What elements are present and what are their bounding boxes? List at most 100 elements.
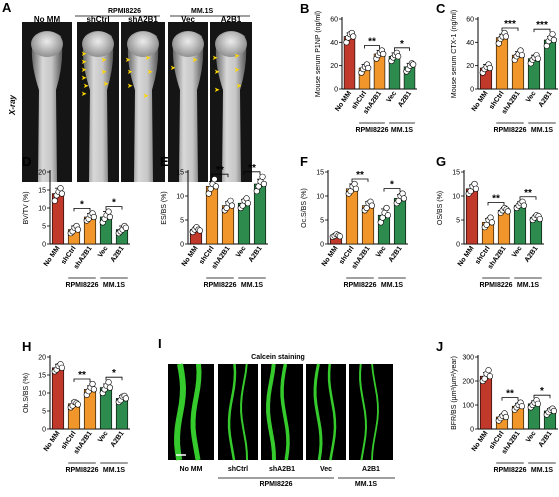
data-point: [58, 364, 66, 371]
y-axis-label: OS/BS (%): [437, 191, 444, 225]
group-label: MM.1S: [517, 282, 540, 289]
xray-tile: [22, 22, 72, 182]
group-label: MM.1S: [241, 282, 264, 289]
panel-letter: F: [300, 154, 308, 169]
y-tick-label: 0: [470, 87, 474, 94]
significance-bracket: [105, 376, 123, 381]
panel-letter: C: [436, 1, 446, 16]
y-tick-label: 60: [466, 17, 474, 24]
arrow-icon: ➤: [81, 59, 87, 66]
xray-category-label: shA2B1: [128, 15, 158, 24]
calcein-tile: shA2B1: [261, 363, 303, 473]
arrow-icon: ➤: [125, 57, 131, 64]
group-label: RPMI8226: [65, 282, 98, 289]
category-label: A2B1: [524, 245, 540, 264]
calcein-label-line: [359, 363, 368, 461]
data-point: [211, 176, 218, 183]
significance-bracket: [364, 45, 380, 49]
calcein-label-line: [266, 363, 276, 461]
category-label: Vec: [385, 90, 398, 104]
data-point: [90, 213, 98, 221]
arrow-icon: ➤: [81, 91, 87, 98]
calcein-category-label: Vec: [320, 466, 332, 473]
y-tick-label: 20: [38, 355, 46, 362]
data-point: [74, 401, 82, 408]
significance-label: **: [356, 170, 364, 181]
significance-label: **: [248, 163, 256, 174]
xray-category-label: A2B1: [221, 15, 242, 24]
data-point: [485, 367, 492, 374]
data-point: [51, 197, 58, 204]
data-point: [260, 180, 268, 188]
data-point: [383, 204, 390, 212]
data-point: [106, 213, 114, 221]
arrow-icon: ➤: [127, 83, 133, 90]
group-label: RPMI8226: [65, 467, 98, 474]
y-tick-label: 20: [38, 170, 46, 177]
data-point: [488, 219, 496, 226]
data-point: [502, 413, 510, 421]
y-tick-label: 10: [452, 194, 460, 201]
significance-bracket: [533, 28, 551, 33]
calcein-group-rpmi: RPMI8226: [259, 481, 292, 488]
y-axis-label: BV/TV (%): [23, 191, 30, 224]
panel-i-letter: I: [158, 336, 162, 351]
data-point: [228, 202, 236, 209]
xray-side-label: X-ray: [8, 94, 17, 116]
category-label: A2B1: [110, 245, 126, 264]
data-point: [380, 50, 387, 58]
xray-category-label: No MM: [34, 15, 61, 24]
data-point: [122, 224, 130, 231]
panel-letter: E: [160, 154, 169, 169]
arrow-icon: ➤: [145, 55, 151, 62]
significance-label: ***: [504, 19, 516, 30]
data-point: [502, 33, 510, 40]
significance-bracket: [73, 208, 91, 212]
significance-label: *: [80, 199, 84, 210]
category-label: Vec: [525, 90, 538, 104]
data-point: [336, 233, 344, 240]
y-axis-label: Ob.S/BS (%): [23, 373, 30, 413]
significance-label: *: [112, 368, 116, 379]
panel-a-letter: A: [2, 0, 12, 15]
y-tick-label: 0: [470, 427, 474, 434]
data-point: [504, 208, 512, 215]
data-point: [536, 215, 544, 223]
xray-tiles: ➤➤➤➤➤➤➤➤➤➤➤➤➤➤➤➤➤ ➤➤➤➤➤➤No MM shCtrl shA2B1…: [22, 15, 252, 182]
significance-bracket: [501, 397, 519, 401]
y-tick-label: 5: [180, 218, 184, 225]
arrow-icon: ➤: [147, 69, 153, 76]
y-tick-label: 15: [316, 170, 324, 177]
data-point: [410, 61, 417, 68]
xray-tile: ➤➤➤➤➤➤➤➤➤: [77, 22, 119, 182]
y-tick-label: 10: [316, 194, 324, 201]
arrow-icon: ➤: [143, 93, 149, 100]
significance-label: **: [368, 37, 376, 48]
calcein-label-line: [327, 363, 337, 461]
group-label: RPMI8226: [493, 127, 526, 134]
arrow-icon: ➤: [214, 87, 220, 94]
y-axis-label: Mouse serum P1NP (ng/ml): [315, 11, 322, 97]
bar: [513, 205, 527, 245]
significance-label: **: [492, 194, 500, 205]
panel-letter: G: [436, 154, 446, 169]
data-point: [212, 183, 220, 190]
y-tick-label: 0: [334, 87, 338, 94]
significance-bracket: [501, 27, 519, 31]
arrow-icon: ➤: [81, 75, 87, 82]
significance-bracket: [211, 173, 229, 178]
data-point: [395, 53, 402, 60]
data-point: [244, 200, 252, 207]
data-point: [58, 190, 66, 197]
significance-bracket: [394, 47, 410, 51]
arrow-icon: ➤: [101, 57, 107, 64]
data-point: [352, 185, 360, 192]
y-tick-label: 300: [462, 355, 474, 362]
panel-letter: H: [22, 339, 31, 354]
arrow-icon: ➤: [214, 69, 220, 76]
data-point: [384, 212, 392, 219]
calcein-label-line: [240, 363, 248, 461]
y-tick-label: 5: [42, 409, 46, 416]
